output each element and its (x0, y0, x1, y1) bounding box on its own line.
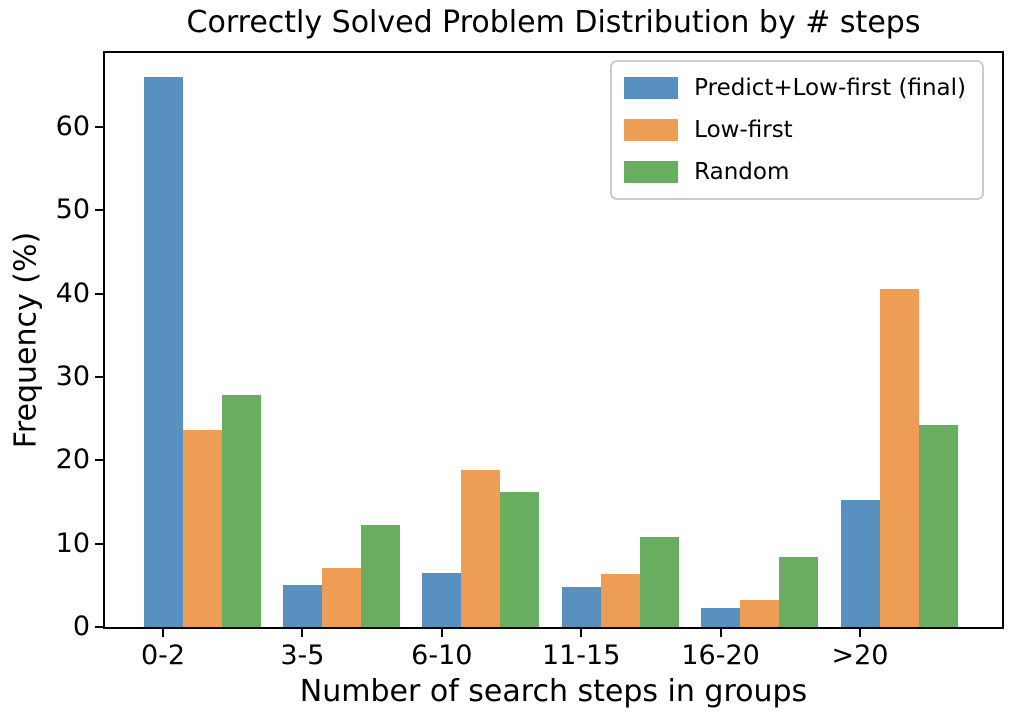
legend: Predict+Low-first (final) Low-first Random (610, 60, 984, 200)
bar (639, 537, 679, 627)
bar (879, 288, 919, 627)
y-tick-mark (95, 376, 103, 379)
bar (701, 607, 741, 627)
y-tick-label: 40 (55, 277, 90, 309)
y-tick-mark (95, 459, 103, 462)
y-tick-mark (95, 126, 103, 129)
x-tick-label: 6-10 (411, 640, 473, 671)
y-tick-label: 20 (55, 444, 90, 476)
x-tick-mark (719, 629, 722, 637)
bar (461, 469, 501, 627)
bar (422, 572, 462, 627)
x-tick-mark (162, 629, 164, 637)
bar (740, 599, 780, 627)
bar (360, 524, 400, 627)
legend-patch (624, 161, 679, 183)
x-tick-mark (859, 629, 861, 637)
x-tick-mark (440, 629, 443, 637)
bar (561, 587, 601, 627)
x-axis-label: Number of search steps in groups (299, 674, 808, 709)
bar (221, 395, 261, 627)
bar (779, 557, 819, 627)
legend-label: Predict+Low-first (final) (694, 75, 966, 101)
legend-label: Low-first (694, 117, 793, 143)
legend-row: Random (624, 151, 966, 193)
bar (918, 425, 958, 627)
y-tick-label: 10 (55, 527, 90, 559)
bar (600, 573, 640, 627)
legend-label: Random (694, 159, 790, 185)
x-tick-label: 11-15 (541, 640, 621, 671)
y-axis-label: Frequency (%) (8, 231, 44, 449)
plot-area: Predict+Low-first (final) Low-first Random (103, 51, 1004, 629)
y-tick-label: 30 (55, 361, 90, 393)
bar (321, 567, 361, 627)
y-tick-mark (95, 209, 103, 212)
bar (143, 77, 183, 627)
legend-patch (624, 77, 679, 99)
chart-title: Correctly Solved Problem Distribution by… (186, 5, 921, 40)
x-tick-label: >20 (831, 640, 889, 671)
y-tick-label: 50 (55, 194, 90, 226)
legend-row: Predict+Low-first (final) (624, 67, 966, 109)
x-tick-mark (301, 629, 304, 637)
y-tick-label: 0 (72, 611, 90, 642)
y-tick-mark (95, 292, 103, 295)
x-tick-label: 3-5 (280, 640, 325, 671)
legend-patch (624, 119, 679, 141)
x-tick-mark (580, 629, 583, 637)
legend-row: Low-first (624, 109, 966, 151)
bar (282, 585, 322, 627)
x-tick-label: 0-2 (140, 640, 186, 671)
y-tick-label: 60 (55, 111, 90, 143)
y-tick-mark (95, 542, 103, 545)
bar (840, 500, 880, 627)
x-tick-label: 16-20 (681, 640, 760, 671)
bar (182, 429, 222, 627)
bar (500, 492, 540, 627)
y-tick-mark (95, 626, 103, 628)
